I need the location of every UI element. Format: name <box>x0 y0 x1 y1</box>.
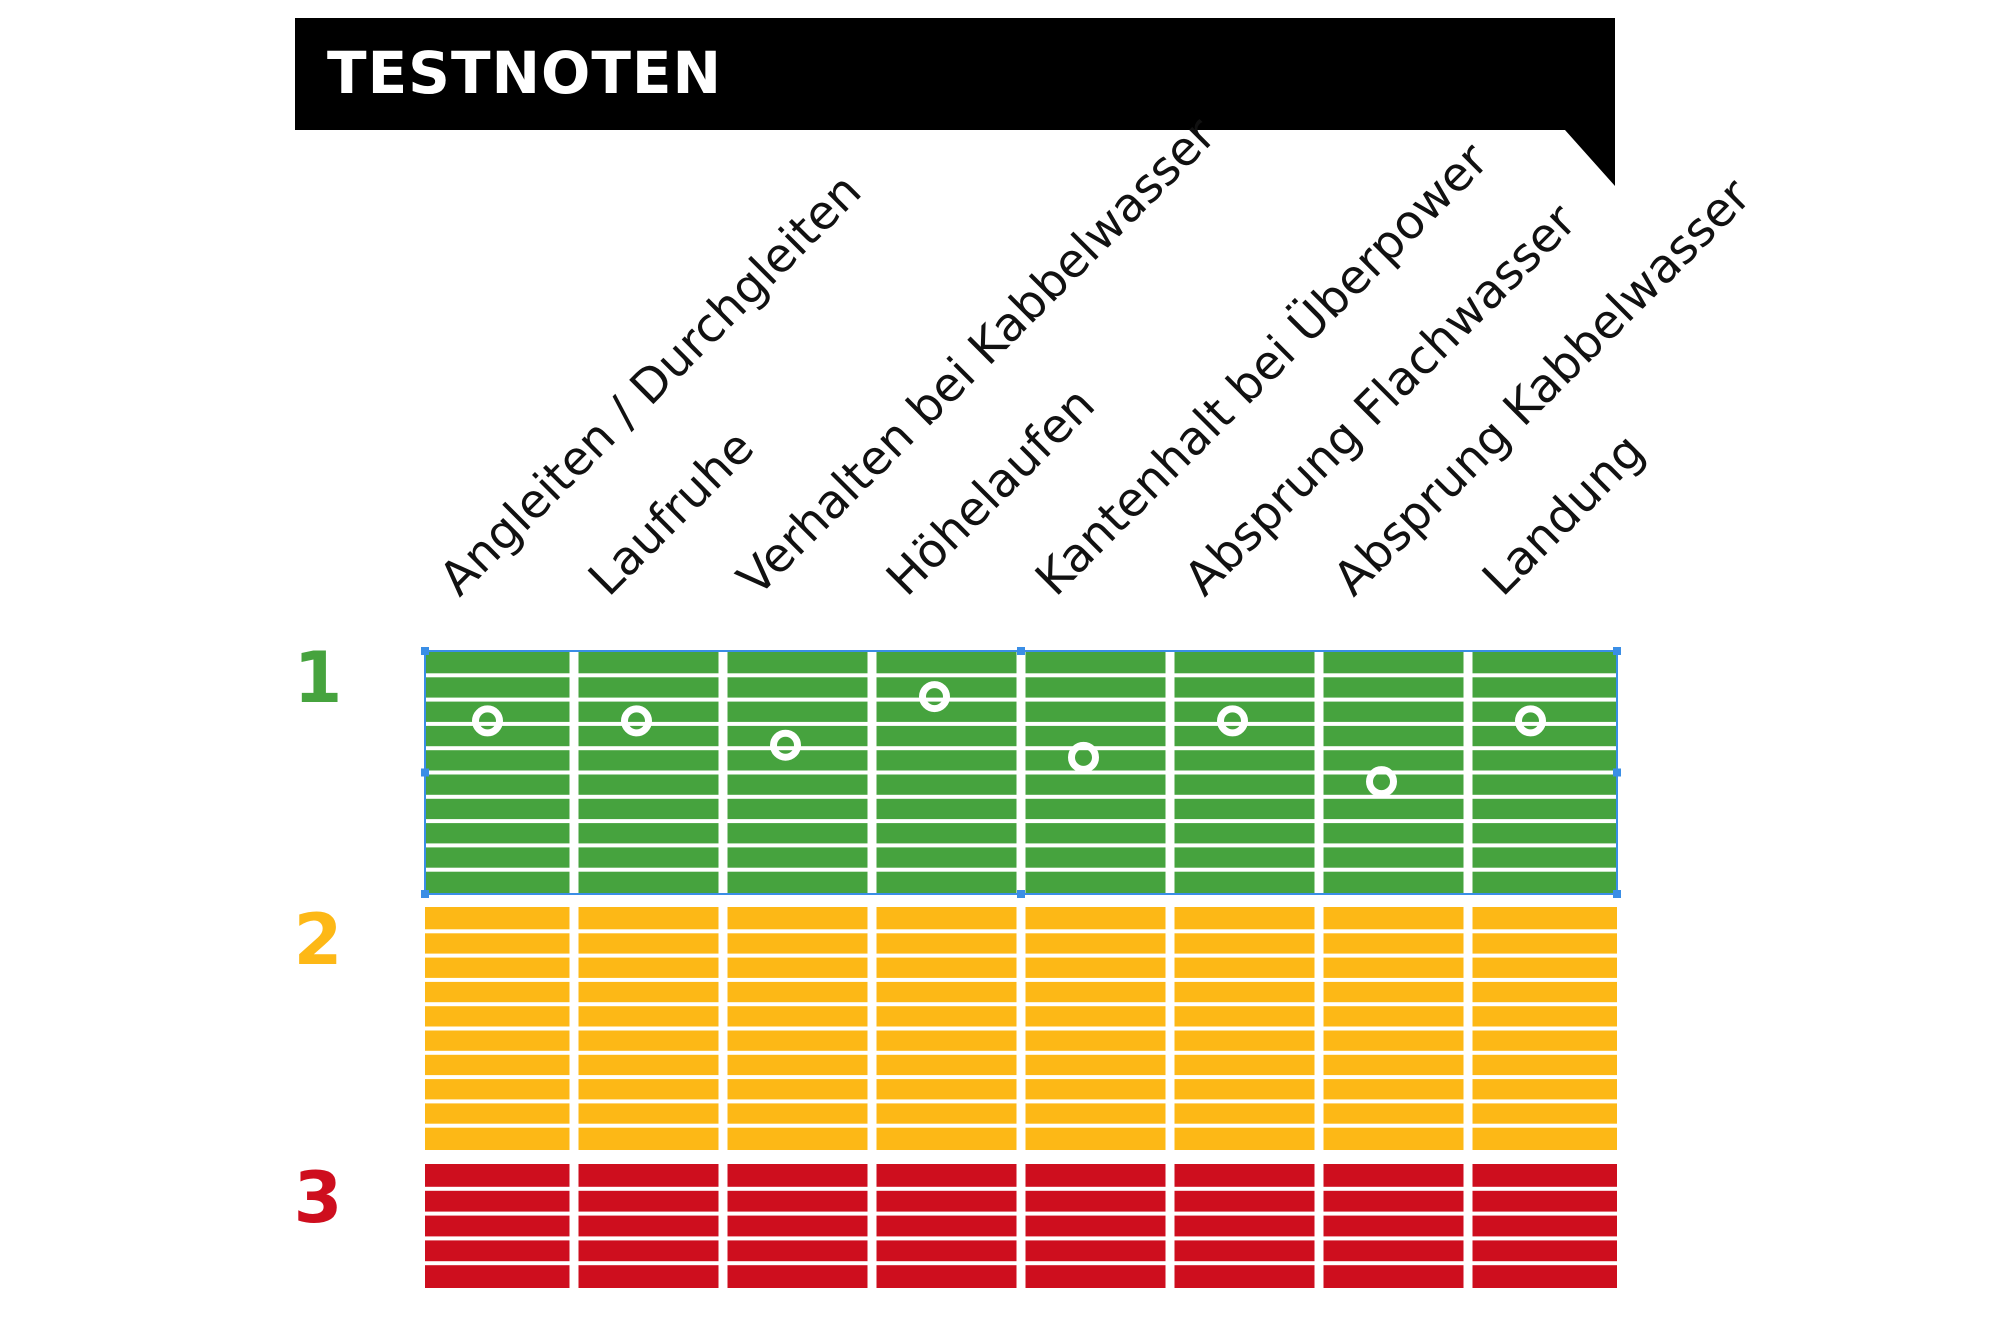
grade-block-3-7 <box>1323 1164 1464 1288</box>
grid-stripe <box>425 1002 1617 1007</box>
grid-stripe <box>425 1236 1617 1241</box>
grade-block-3-3 <box>727 1164 868 1288</box>
selection-handle[interactable] <box>1613 890 1621 898</box>
chart-title: TESTNOTEN <box>327 39 722 107</box>
data-point-8 <box>1515 705 1546 737</box>
grid-stripe <box>425 1099 1617 1104</box>
grid-stripe <box>425 819 1617 824</box>
grid-stripe <box>425 1075 1617 1080</box>
grid-stripe <box>425 977 1617 982</box>
grade-block-3-5 <box>1025 1164 1166 1288</box>
selection-handle[interactable] <box>1613 768 1621 777</box>
grade-block-3-4 <box>876 1164 1017 1288</box>
grid-stripe <box>425 843 1617 848</box>
data-point-4 <box>919 681 950 713</box>
grid-stripe <box>425 867 1617 872</box>
grade-label-2: 2 <box>294 899 343 981</box>
grade-block-3-8 <box>1472 1164 1617 1288</box>
grid-stripe <box>425 1050 1617 1055</box>
data-point-7 <box>1366 766 1397 798</box>
grid-stripe <box>425 746 1617 751</box>
grid-stripe <box>425 794 1617 799</box>
data-point-6 <box>1217 705 1248 737</box>
grid-stripe <box>425 770 1617 775</box>
selection-handle[interactable] <box>421 768 429 777</box>
selection-handle[interactable] <box>421 647 429 655</box>
selection-handle[interactable] <box>1613 647 1621 655</box>
grid-stripe <box>425 929 1617 934</box>
data-point-2 <box>621 705 652 737</box>
grid-stripe <box>425 673 1617 678</box>
grid-stripe <box>425 1186 1617 1191</box>
grid-stripe <box>425 1026 1617 1031</box>
grade-label-3: 3 <box>294 1157 343 1239</box>
selection-handle[interactable] <box>421 890 429 898</box>
grid-stripe <box>425 953 1617 958</box>
data-point-5 <box>1068 741 1099 773</box>
selection-handle[interactable] <box>1017 890 1025 898</box>
grade-block-3-1 <box>425 1164 570 1288</box>
grid-stripe <box>425 1211 1617 1216</box>
selection-handle[interactable] <box>1017 647 1025 655</box>
grid-stripe <box>425 697 1617 702</box>
grade-block-3-2 <box>578 1164 719 1288</box>
data-point-1 <box>472 705 503 737</box>
grid-stripe <box>425 1123 1617 1128</box>
data-point-3 <box>770 729 801 761</box>
grid-stripe <box>425 1261 1617 1266</box>
grid-stripe <box>425 721 1617 726</box>
grade-block-3-6 <box>1174 1164 1315 1288</box>
grade-label-1: 1 <box>294 637 343 719</box>
title-banner <box>295 18 1615 186</box>
